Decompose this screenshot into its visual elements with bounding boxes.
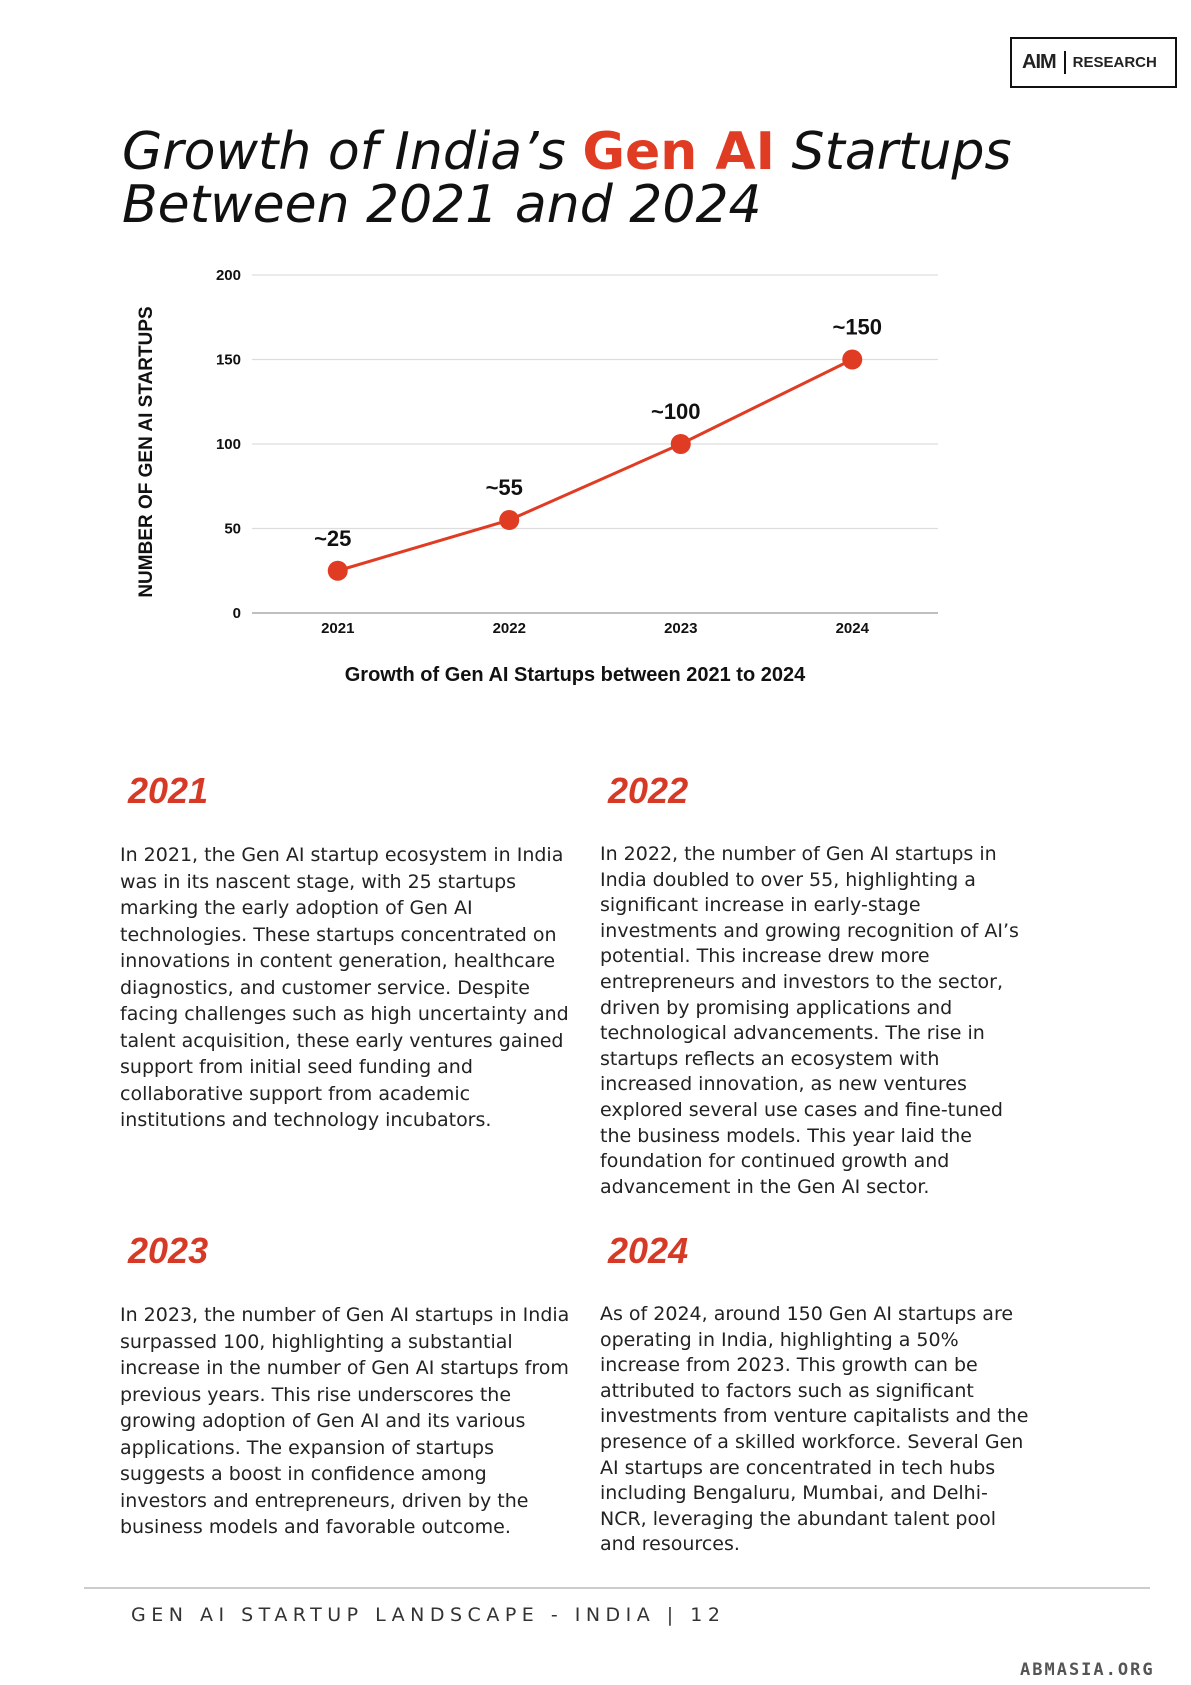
x-tick-label: 2021 <box>321 620 354 637</box>
title-text: Growth of India’s <box>122 122 583 182</box>
data-point <box>670 434 691 454</box>
title-highlight: Gen AI <box>582 122 775 182</box>
data-label: ~150 <box>832 315 882 340</box>
section-year: 2024 <box>608 1230 689 1271</box>
section: 2022 In 2022, the number of Gen AI startu… <box>600 770 1030 1200</box>
page-title: Growth of India’s Gen AI Startups Between… <box>122 126 1012 232</box>
section-text: In 2023, the number of Gen AI startups i… <box>120 1304 570 1538</box>
y-tick-label: 100 <box>216 436 241 453</box>
section: 2021 In 2021, the Gen AI startup ecosyste… <box>120 770 575 1134</box>
section: 2024 As of 2024, around 150 Gen AI startu… <box>600 1230 1030 1558</box>
section-text: As of 2024, around 150 Gen AI startups a… <box>600 1303 1029 1556</box>
footer: GEN AI STARTUP LANDSCAPE - INDIA | 12 <box>131 1604 726 1626</box>
x-tick-label: 2023 <box>664 620 697 637</box>
x-tick-label: 2024 <box>836 620 870 637</box>
y-tick-label: 0 <box>233 605 241 622</box>
logo-label: RESEARCH <box>1072 54 1157 71</box>
brand-logo: AIM RESEARCH <box>1010 37 1177 88</box>
data-label: ~55 <box>486 475 523 500</box>
x-axis-label: Growth of Gen AI Startups between 2021 t… <box>345 664 806 686</box>
data-label: ~25 <box>314 526 351 551</box>
section-text: In 2022, the number of Gen AI startups i… <box>600 843 1019 1198</box>
section: 2023 In 2023, the number of Gen AI startu… <box>120 1230 575 1541</box>
logo-mark: AIM <box>1012 51 1066 74</box>
y-tick-label: 200 <box>216 267 241 284</box>
data-line <box>337 358 853 573</box>
title-text: Between 2021 and 2024 <box>122 175 762 235</box>
title-text: Startups <box>774 122 1012 182</box>
data-label: ~100 <box>651 399 701 424</box>
section-text: In 2021, the Gen AI startup ecosystem in… <box>120 844 569 1131</box>
data-point <box>327 560 348 581</box>
y-tick-label: 150 <box>216 352 241 369</box>
x-tick-label: 2022 <box>493 620 526 637</box>
chart: NUMBER OF GEN AI STARTUPS Growth of Gen … <box>136 267 938 686</box>
data-point <box>499 510 520 531</box>
watermark: ABMASIA.ORG <box>1020 1660 1155 1680</box>
y-tick-label: 50 <box>224 521 241 538</box>
data-point <box>842 349 863 370</box>
footer-rule <box>84 1587 1150 1589</box>
section-year: 2022 <box>608 770 689 811</box>
y-axis-label: NUMBER OF GEN AI STARTUPS <box>136 306 157 597</box>
section-year: 2023 <box>128 1230 209 1271</box>
section-year: 2021 <box>128 770 209 811</box>
